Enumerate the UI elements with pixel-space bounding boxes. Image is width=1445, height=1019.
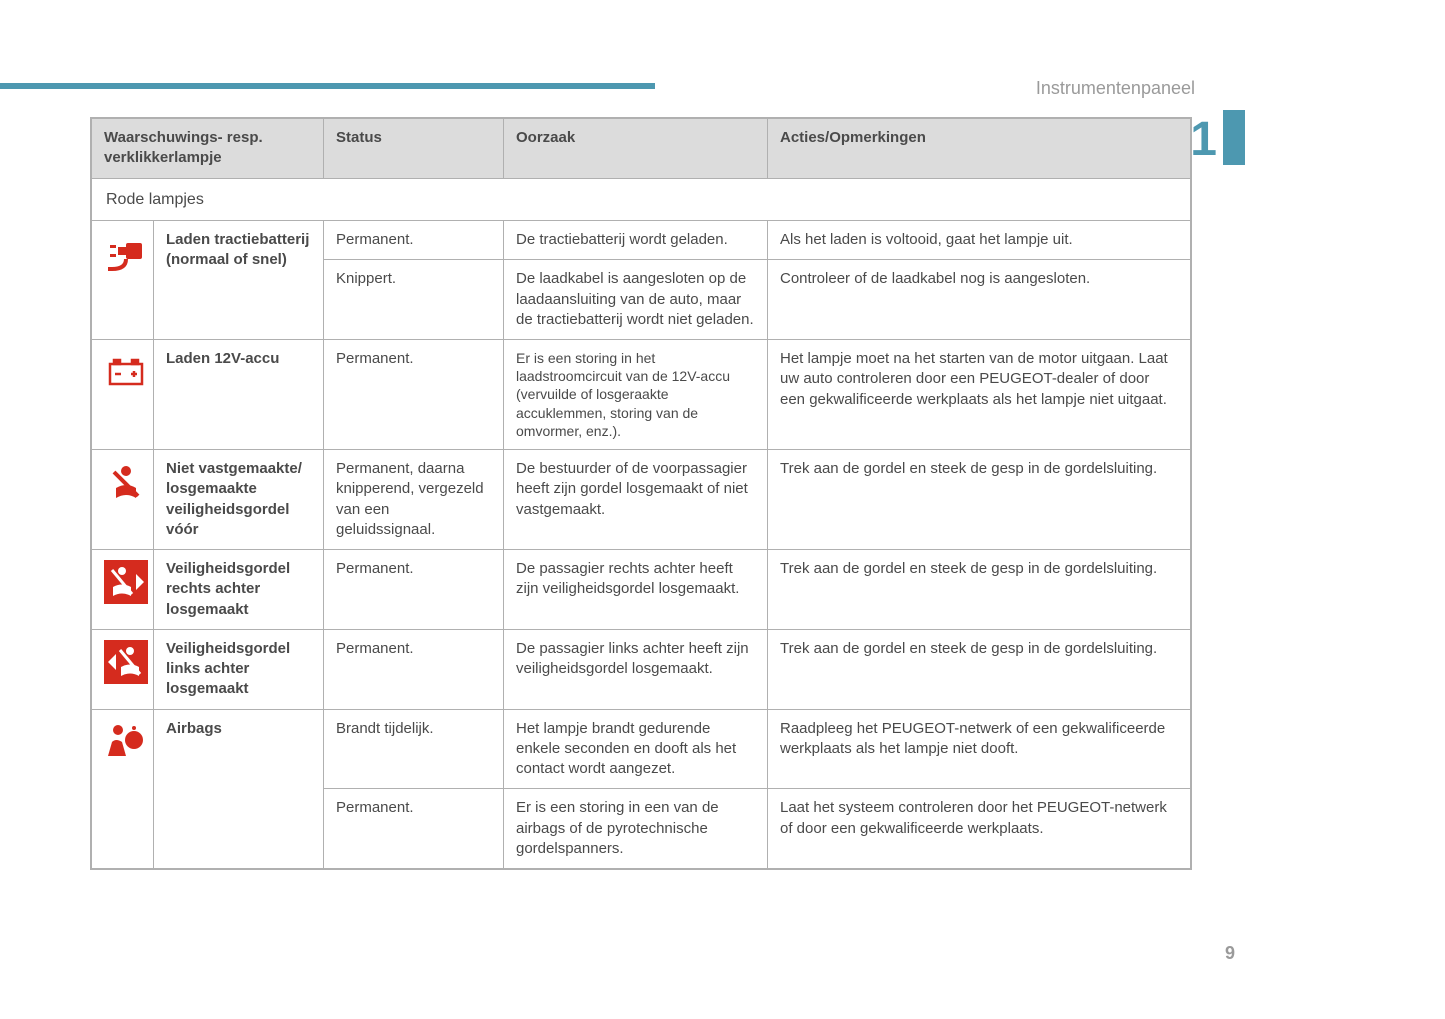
- lamp-label: Airbags: [154, 709, 324, 869]
- section-title: Instrumentenpaneel: [1036, 78, 1195, 99]
- lamp-label: Laden 12V-accu: [154, 340, 324, 450]
- icon-cell: [92, 450, 154, 550]
- cause-cell: De tractiebatterij wordt geladen.: [504, 221, 768, 260]
- chapter-number-tab: [1223, 110, 1245, 165]
- cause-cell: Er is een storing in een van de airbags …: [504, 789, 768, 869]
- cause-cell: De laadkabel is aangesloten op de laadaa…: [504, 260, 768, 340]
- seatbelt-rear-left-icon: [104, 640, 148, 684]
- action-cell: Trek aan de gordel en steek de gesp in d…: [768, 550, 1191, 630]
- cause-cell: Het lampje brandt gedurende enkele secon…: [504, 709, 768, 789]
- header-lamp: Waarschuwings- resp. verklikkerlampje: [92, 119, 324, 179]
- header-status: Status: [324, 119, 504, 179]
- warning-lamps-table: Waarschuwings- resp. verklikkerlampje St…: [90, 117, 1192, 870]
- section-row-red: Rode lampjes: [92, 178, 1191, 221]
- section-label: Rode lampjes: [92, 178, 1191, 221]
- battery-icon: [104, 350, 148, 394]
- action-cell: Controleer of de laadkabel nog is aanges…: [768, 260, 1191, 340]
- seatbelt-rear-right-icon: [104, 560, 148, 604]
- icon-cell: [92, 340, 154, 450]
- status-cell: Permanent.: [324, 221, 504, 260]
- cause-cell: De passagier links achter heeft zijn vei…: [504, 629, 768, 709]
- cause-cell: De bestuurder of de voorpassagier heeft …: [504, 450, 768, 550]
- action-cell: Trek aan de gordel en steek de gesp in d…: [768, 629, 1191, 709]
- table-row: Niet vastgemaakte/ losgemaakte veilighei…: [92, 450, 1191, 550]
- cause-cell: De passagier rechts achter heeft zijn ve…: [504, 550, 768, 630]
- status-cell: Permanent.: [324, 340, 504, 450]
- seatbelt-icon: [104, 460, 148, 504]
- status-cell: Knippert.: [324, 260, 504, 340]
- status-cell: Permanent.: [324, 789, 504, 869]
- table-row: Laden 12V-accu Permanent. Er is een stor…: [92, 340, 1191, 450]
- table-row: Veiligheidsgordel rechts achter losgemaa…: [92, 550, 1191, 630]
- lamp-label: Laden tractiebatterij (normaal of snel): [154, 221, 324, 340]
- status-cell: Brandt tijdelijk.: [324, 709, 504, 789]
- top-accent-bar: [0, 83, 655, 89]
- action-cell: Trek aan de gordel en steek de gesp in d…: [768, 450, 1191, 550]
- airbag-icon: [104, 720, 148, 764]
- action-cell: Raadpleeg het PEUGEOT-netwerk of een gek…: [768, 709, 1191, 789]
- table-header-row: Waarschuwings- resp. verklikkerlampje St…: [92, 119, 1191, 179]
- header-action: Acties/Opmerkingen: [768, 119, 1191, 179]
- lamp-label: Veiligheidsgordel links achter losgemaak…: [154, 629, 324, 709]
- status-cell: Permanent.: [324, 629, 504, 709]
- table-row: Laden tractiebatterij (normaal of snel) …: [92, 221, 1191, 260]
- icon-cell: [92, 550, 154, 630]
- icon-cell: [92, 221, 154, 340]
- status-cell: Permanent.: [324, 550, 504, 630]
- lamp-label: Niet vastgemaakte/ losgemaakte veilighei…: [154, 450, 324, 550]
- action-cell: Als het laden is voltooid, gaat het lamp…: [768, 221, 1191, 260]
- status-cell: Permanent, daarna knipperend, vergezeld …: [324, 450, 504, 550]
- lamp-label: Veiligheidsgordel rechts achter losgemaa…: [154, 550, 324, 630]
- table-row: Airbags Brandt tijdelijk. Het lampje bra…: [92, 709, 1191, 789]
- icon-cell: [92, 709, 154, 869]
- header-cause: Oorzaak: [504, 119, 768, 179]
- action-cell: Het lampje moet na het starten van de mo…: [768, 340, 1191, 450]
- icon-cell: [92, 629, 154, 709]
- plug-icon: [104, 231, 148, 275]
- cause-cell: Er is een storing in het laadstroomcircu…: [504, 340, 768, 450]
- page-number: 9: [1225, 943, 1235, 964]
- table-row: Veiligheidsgordel links achter losgemaak…: [92, 629, 1191, 709]
- action-cell: Laat het systeem controleren door het PE…: [768, 789, 1191, 869]
